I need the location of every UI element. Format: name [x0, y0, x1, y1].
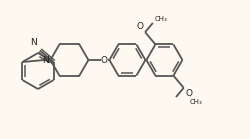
Text: CH₃: CH₃ — [190, 99, 203, 105]
Text: O: O — [101, 55, 108, 64]
Text: N: N — [30, 38, 37, 47]
Text: N: N — [42, 55, 48, 64]
Text: O: O — [136, 22, 143, 31]
Text: O: O — [186, 89, 193, 98]
Text: CH₃: CH₃ — [155, 16, 168, 22]
